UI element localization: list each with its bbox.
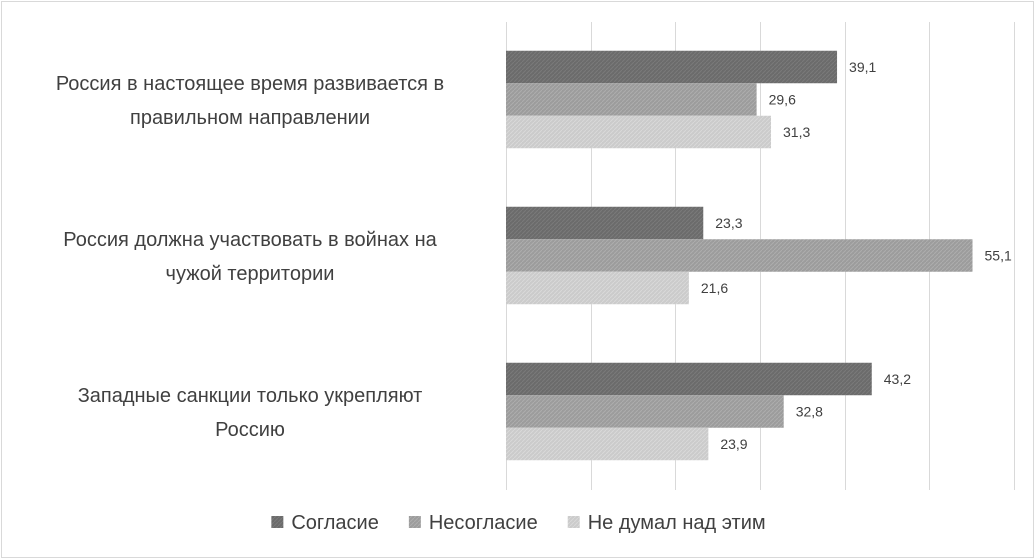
data-label: 55,1 [985, 248, 1012, 264]
category-label: Западные санкции только укрепляют Россию [78, 385, 423, 441]
bar [506, 271, 689, 305]
bar [506, 427, 709, 461]
legend: Согласие Несогласие Не думал над этим [271, 512, 766, 534]
bar [506, 50, 838, 84]
legend-item: Несогласие [408, 512, 538, 534]
legend-label: Несогласие [429, 512, 538, 534]
data-label: 43,2 [884, 371, 911, 387]
data-label: 21,6 [701, 280, 728, 296]
value-labels: 39,1 29,6 31,3 23,3 55,1 21,6 43,2 32,8 23,9 [701, 59, 1012, 452]
legend-label: Согласие [291, 512, 379, 534]
data-label: 31,3 [783, 124, 810, 140]
data-label: 23,3 [715, 215, 742, 231]
legend-item: Согласие [271, 512, 379, 534]
bar [506, 83, 757, 116]
legend-swatch [271, 516, 284, 528]
legend-swatch [408, 516, 421, 528]
legend-item: Не думал над этим [567, 512, 766, 534]
bar [506, 239, 973, 272]
bars [506, 50, 973, 461]
data-label: 39,1 [849, 59, 876, 75]
bar [506, 115, 772, 149]
bar [506, 206, 704, 240]
category-label: Россия должна участвовать в войнах на чуж… [63, 229, 437, 285]
data-label: 23,9 [720, 436, 747, 452]
bar [506, 362, 872, 396]
legend-swatch [567, 516, 580, 528]
category-labels: Россия в настоящее время развивается в пр… [56, 73, 444, 441]
data-label: 29,6 [769, 92, 796, 108]
bar [506, 395, 784, 428]
data-label: 32,8 [796, 404, 823, 420]
legend-label: Не думал над этим [588, 512, 766, 534]
category-label: Россия в настоящее время развивается в пр… [56, 73, 444, 129]
